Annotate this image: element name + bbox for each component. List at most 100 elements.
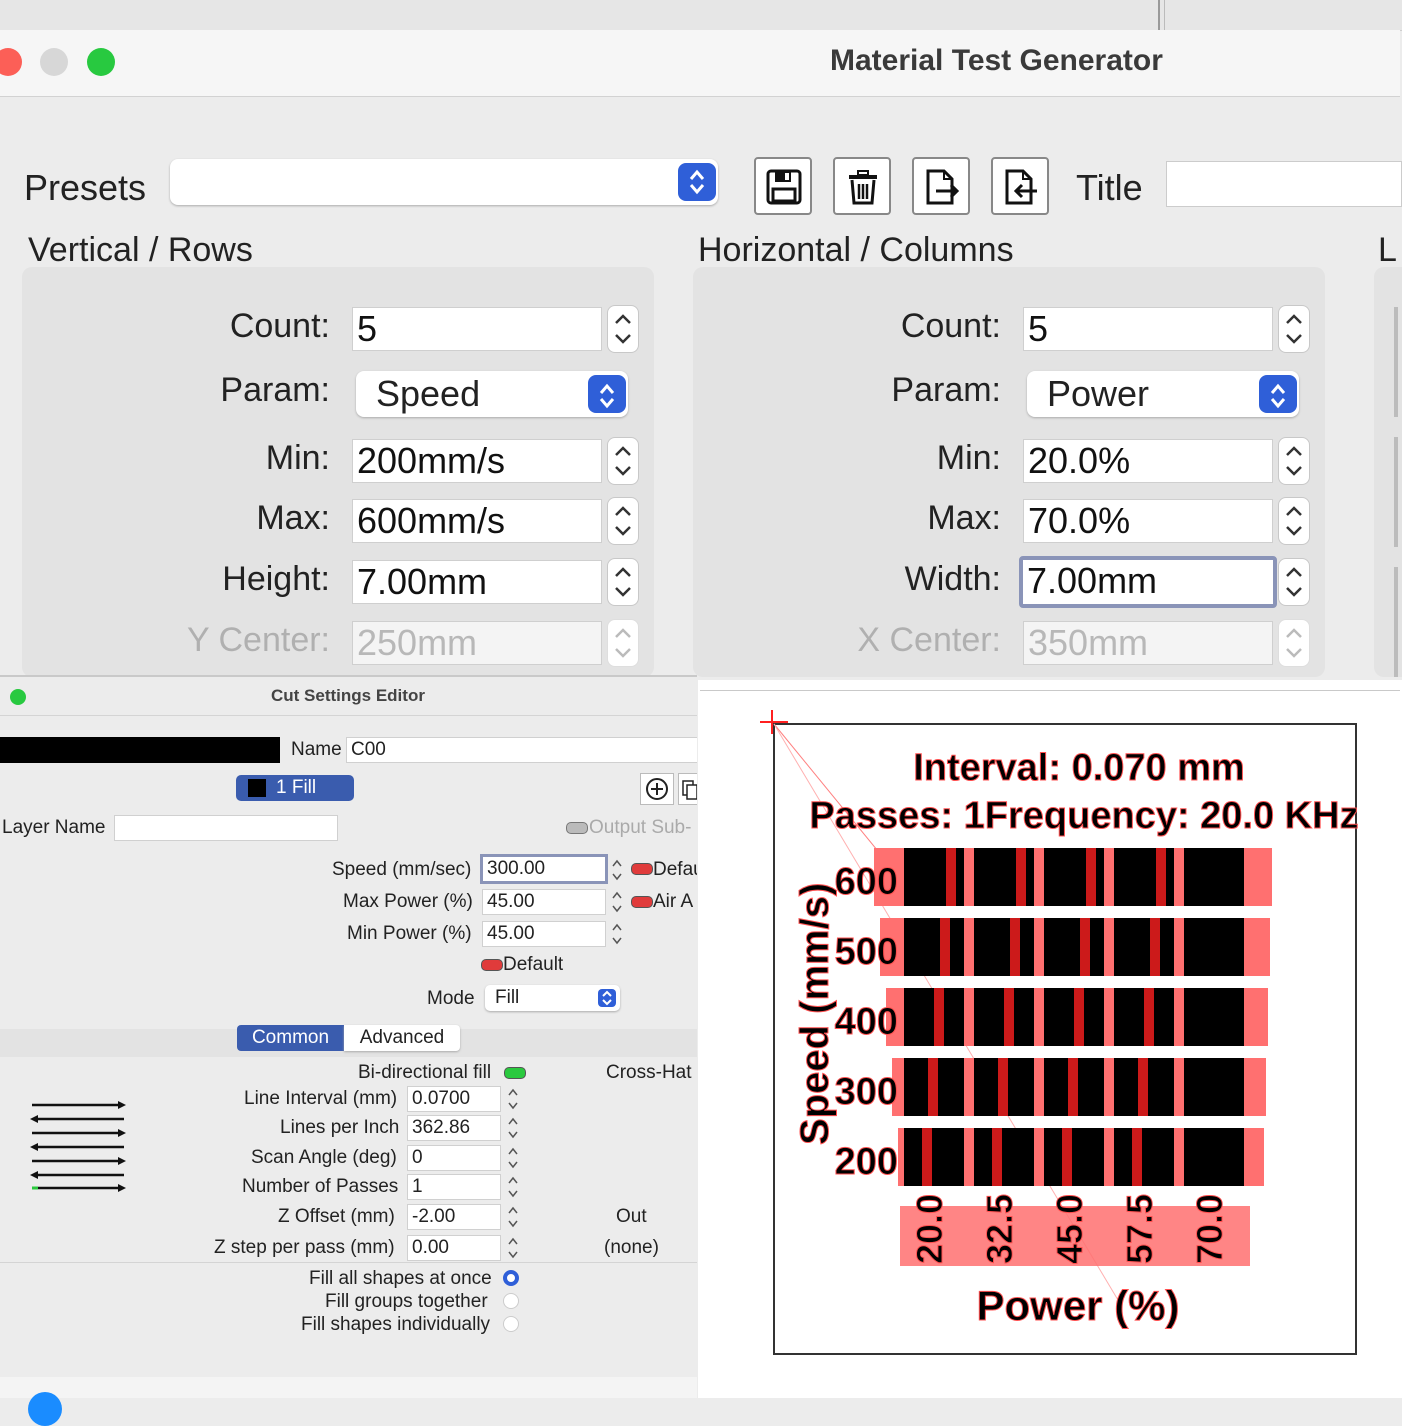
layer-tab-fill[interactable]: 1 Fill xyxy=(236,775,354,801)
layer-name-input[interactable] xyxy=(114,815,338,841)
line-interval-input[interactable]: 0.0700 xyxy=(407,1086,501,1112)
minimize-button[interactable] xyxy=(40,48,68,76)
test-cell xyxy=(1184,1128,1244,1186)
preview-svg: 600 500 400 300 200 20.0 32.5 45.0 57.5 70.0 Inte… xyxy=(760,710,1359,1355)
row-count-stepper[interactable] xyxy=(607,305,639,353)
air-assist-label: Air A xyxy=(653,891,694,912)
line-interval-stepper[interactable] xyxy=(507,1086,519,1112)
speed-input[interactable]: 300.00 xyxy=(480,854,608,884)
row-max-stepper[interactable] xyxy=(607,497,639,545)
export-preset-button[interactable] xyxy=(991,157,1049,215)
row-param-value: Speed xyxy=(376,373,481,414)
width-label: Width: xyxy=(904,560,1001,598)
min-power-stepper[interactable] xyxy=(611,921,623,947)
stepper-arrows-icon xyxy=(615,567,631,597)
stepper-arrows-icon xyxy=(1286,628,1302,658)
column-min-stepper[interactable] xyxy=(1278,437,1310,485)
column-count-stepper[interactable] xyxy=(1278,305,1310,353)
layer-color-swatch[interactable] xyxy=(0,737,280,763)
speed-default-label: Defau xyxy=(653,859,697,880)
title-input[interactable] xyxy=(1166,161,1402,207)
cell-highlight xyxy=(1132,1128,1142,1186)
column-max-stepper[interactable] xyxy=(1278,497,1310,545)
column-label: 20.0 xyxy=(909,1194,950,1264)
x-center-stepper[interactable] xyxy=(1278,619,1310,667)
cell-highlight xyxy=(1068,1058,1078,1116)
fill-groups-radio[interactable] xyxy=(503,1293,519,1309)
column-param-dropdown[interactable]: Power xyxy=(1027,371,1299,417)
row-count-input[interactable]: 5 xyxy=(352,307,602,351)
mode-dropdown[interactable]: Fill xyxy=(485,985,620,1011)
y-center-input[interactable]: 250mm xyxy=(352,621,602,665)
delete-preset-button[interactable] xyxy=(833,157,891,215)
z-step-stepper[interactable] xyxy=(507,1235,519,1261)
speed-default-toggle[interactable] xyxy=(631,863,653,875)
z-offset-stepper[interactable] xyxy=(507,1204,519,1230)
column-min-input[interactable]: 20.0% xyxy=(1023,439,1273,483)
cell-highlight xyxy=(1144,988,1154,1046)
lines-per-inch-input[interactable]: 362.86 xyxy=(407,1115,501,1141)
number-of-passes-input[interactable]: 1 xyxy=(407,1174,501,1200)
stepper-arrows-icon xyxy=(615,314,631,344)
title-bar: Material Test Generator xyxy=(0,30,1400,97)
add-sublayer-button[interactable] xyxy=(640,773,674,805)
stepper-arrows-icon xyxy=(1286,506,1302,536)
speed-stepper[interactable] xyxy=(611,857,623,883)
passes-text: Passes: 1Frequency: 20.0 KHz xyxy=(809,795,1358,837)
output-sub-toggle[interactable] xyxy=(566,822,588,834)
test-grid: 600 500 400 300 200 20.0 32.5 45.0 57.5 70.0 xyxy=(834,848,1272,1266)
divider xyxy=(0,1262,697,1263)
tab-common[interactable]: Common xyxy=(237,1025,344,1051)
import-preset-button[interactable] xyxy=(912,157,970,215)
column-max-input[interactable]: 70.0% xyxy=(1023,499,1273,543)
min-power-input[interactable]: 45.00 xyxy=(482,921,606,947)
number-of-passes-stepper[interactable] xyxy=(507,1174,519,1200)
close-button[interactable] xyxy=(0,48,22,76)
row-max-input[interactable]: 600mm/s xyxy=(352,499,602,543)
bidirectional-fill-toggle[interactable] xyxy=(504,1067,526,1079)
fill-individually-radio[interactable] xyxy=(503,1316,519,1332)
test-cell xyxy=(1114,918,1174,976)
save-preset-button[interactable] xyxy=(754,157,812,215)
zoom-button[interactable] xyxy=(10,689,26,705)
row-param-dropdown[interactable]: Speed xyxy=(356,371,628,417)
row-height-input[interactable]: 7.00mm xyxy=(352,560,602,604)
bottom-strip xyxy=(0,1377,697,1426)
z-offset-label: Z Offset (mm) xyxy=(278,1206,395,1227)
row-label: 200 xyxy=(835,1141,898,1183)
mode-value: Fill xyxy=(495,987,520,1008)
preview-top-divider xyxy=(700,690,1400,691)
export-icon xyxy=(1005,169,1037,205)
copy-sublayer-button[interactable] xyxy=(678,773,697,805)
z-step-input[interactable]: 0.00 xyxy=(407,1235,501,1261)
column-width-input[interactable]: 7.00mm xyxy=(1019,556,1277,608)
x-center-input[interactable]: 350mm xyxy=(1023,621,1273,665)
cse-title-bar: Cut Settings Editor xyxy=(0,677,697,716)
stepper-arrows-icon xyxy=(1286,314,1302,344)
z-offset-input[interactable]: -2.00 xyxy=(407,1204,501,1230)
help-button[interactable] xyxy=(28,1392,62,1426)
max-power-stepper[interactable] xyxy=(611,889,623,915)
column-count-input[interactable]: 5 xyxy=(1023,307,1273,351)
row-min-input[interactable]: 200mm/s xyxy=(352,439,602,483)
speed-label: Speed (mm/sec) xyxy=(332,859,472,880)
air-assist-toggle[interactable] xyxy=(631,896,653,908)
lines-per-inch-stepper[interactable] xyxy=(507,1115,519,1141)
import-icon xyxy=(926,169,960,205)
fill-all-shapes-radio[interactable] xyxy=(503,1270,519,1286)
row-height-stepper[interactable] xyxy=(607,558,639,606)
name-input[interactable]: C00 xyxy=(346,737,697,763)
test-cell xyxy=(904,918,964,976)
presets-dropdown[interactable] xyxy=(170,159,718,205)
tab-advanced[interactable]: Advanced xyxy=(344,1025,460,1051)
param-label: Param: xyxy=(891,371,1001,409)
column-width-stepper[interactable] xyxy=(1278,558,1310,606)
y-center-stepper[interactable] xyxy=(607,619,639,667)
scan-angle-label: Scan Angle (deg) xyxy=(251,1147,397,1168)
max-power-input[interactable]: 45.00 xyxy=(482,889,606,915)
scan-angle-input[interactable]: 0 xyxy=(407,1145,501,1171)
scan-angle-stepper[interactable] xyxy=(507,1145,519,1171)
row-min-stepper[interactable] xyxy=(607,437,639,485)
power-default-toggle[interactable] xyxy=(481,959,503,971)
zoom-button[interactable] xyxy=(87,48,115,76)
